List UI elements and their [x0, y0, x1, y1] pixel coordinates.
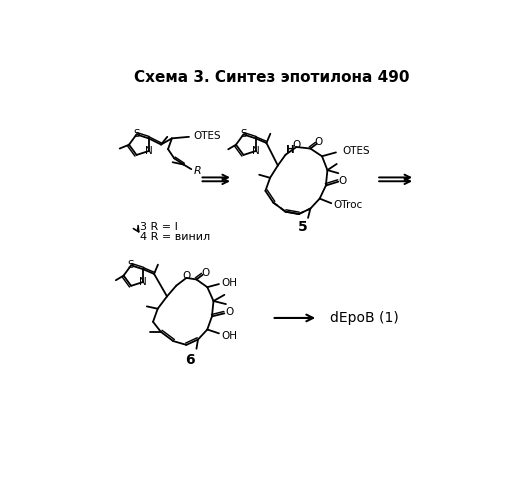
Text: S: S: [128, 260, 135, 270]
Text: O: O: [293, 140, 301, 150]
Text: N: N: [252, 146, 260, 156]
Text: N: N: [139, 277, 147, 287]
Text: 6: 6: [186, 354, 195, 368]
Text: OTES: OTES: [193, 131, 221, 141]
Text: O: O: [182, 272, 190, 281]
Text: H: H: [286, 145, 295, 155]
Text: R: R: [193, 166, 201, 175]
Text: OTES: OTES: [342, 146, 370, 156]
Text: OH: OH: [221, 330, 237, 340]
Text: OH: OH: [221, 278, 237, 287]
Text: O: O: [225, 307, 233, 317]
Text: O: O: [201, 268, 210, 278]
Text: 3 R = I: 3 R = I: [140, 222, 178, 232]
Text: O: O: [315, 136, 323, 146]
Text: N: N: [145, 146, 153, 156]
Text: 4 R = винил: 4 R = винил: [140, 232, 210, 242]
Text: dEpoB (1): dEpoB (1): [330, 311, 399, 325]
Text: OTroc: OTroc: [333, 200, 363, 210]
Text: O: O: [339, 176, 347, 186]
Text: S: S: [133, 130, 140, 140]
Text: S: S: [240, 130, 247, 140]
Text: Схема 3. Синтез эпотилона 490: Схема 3. Синтез эпотилона 490: [134, 70, 409, 85]
Text: 5: 5: [298, 220, 307, 234]
